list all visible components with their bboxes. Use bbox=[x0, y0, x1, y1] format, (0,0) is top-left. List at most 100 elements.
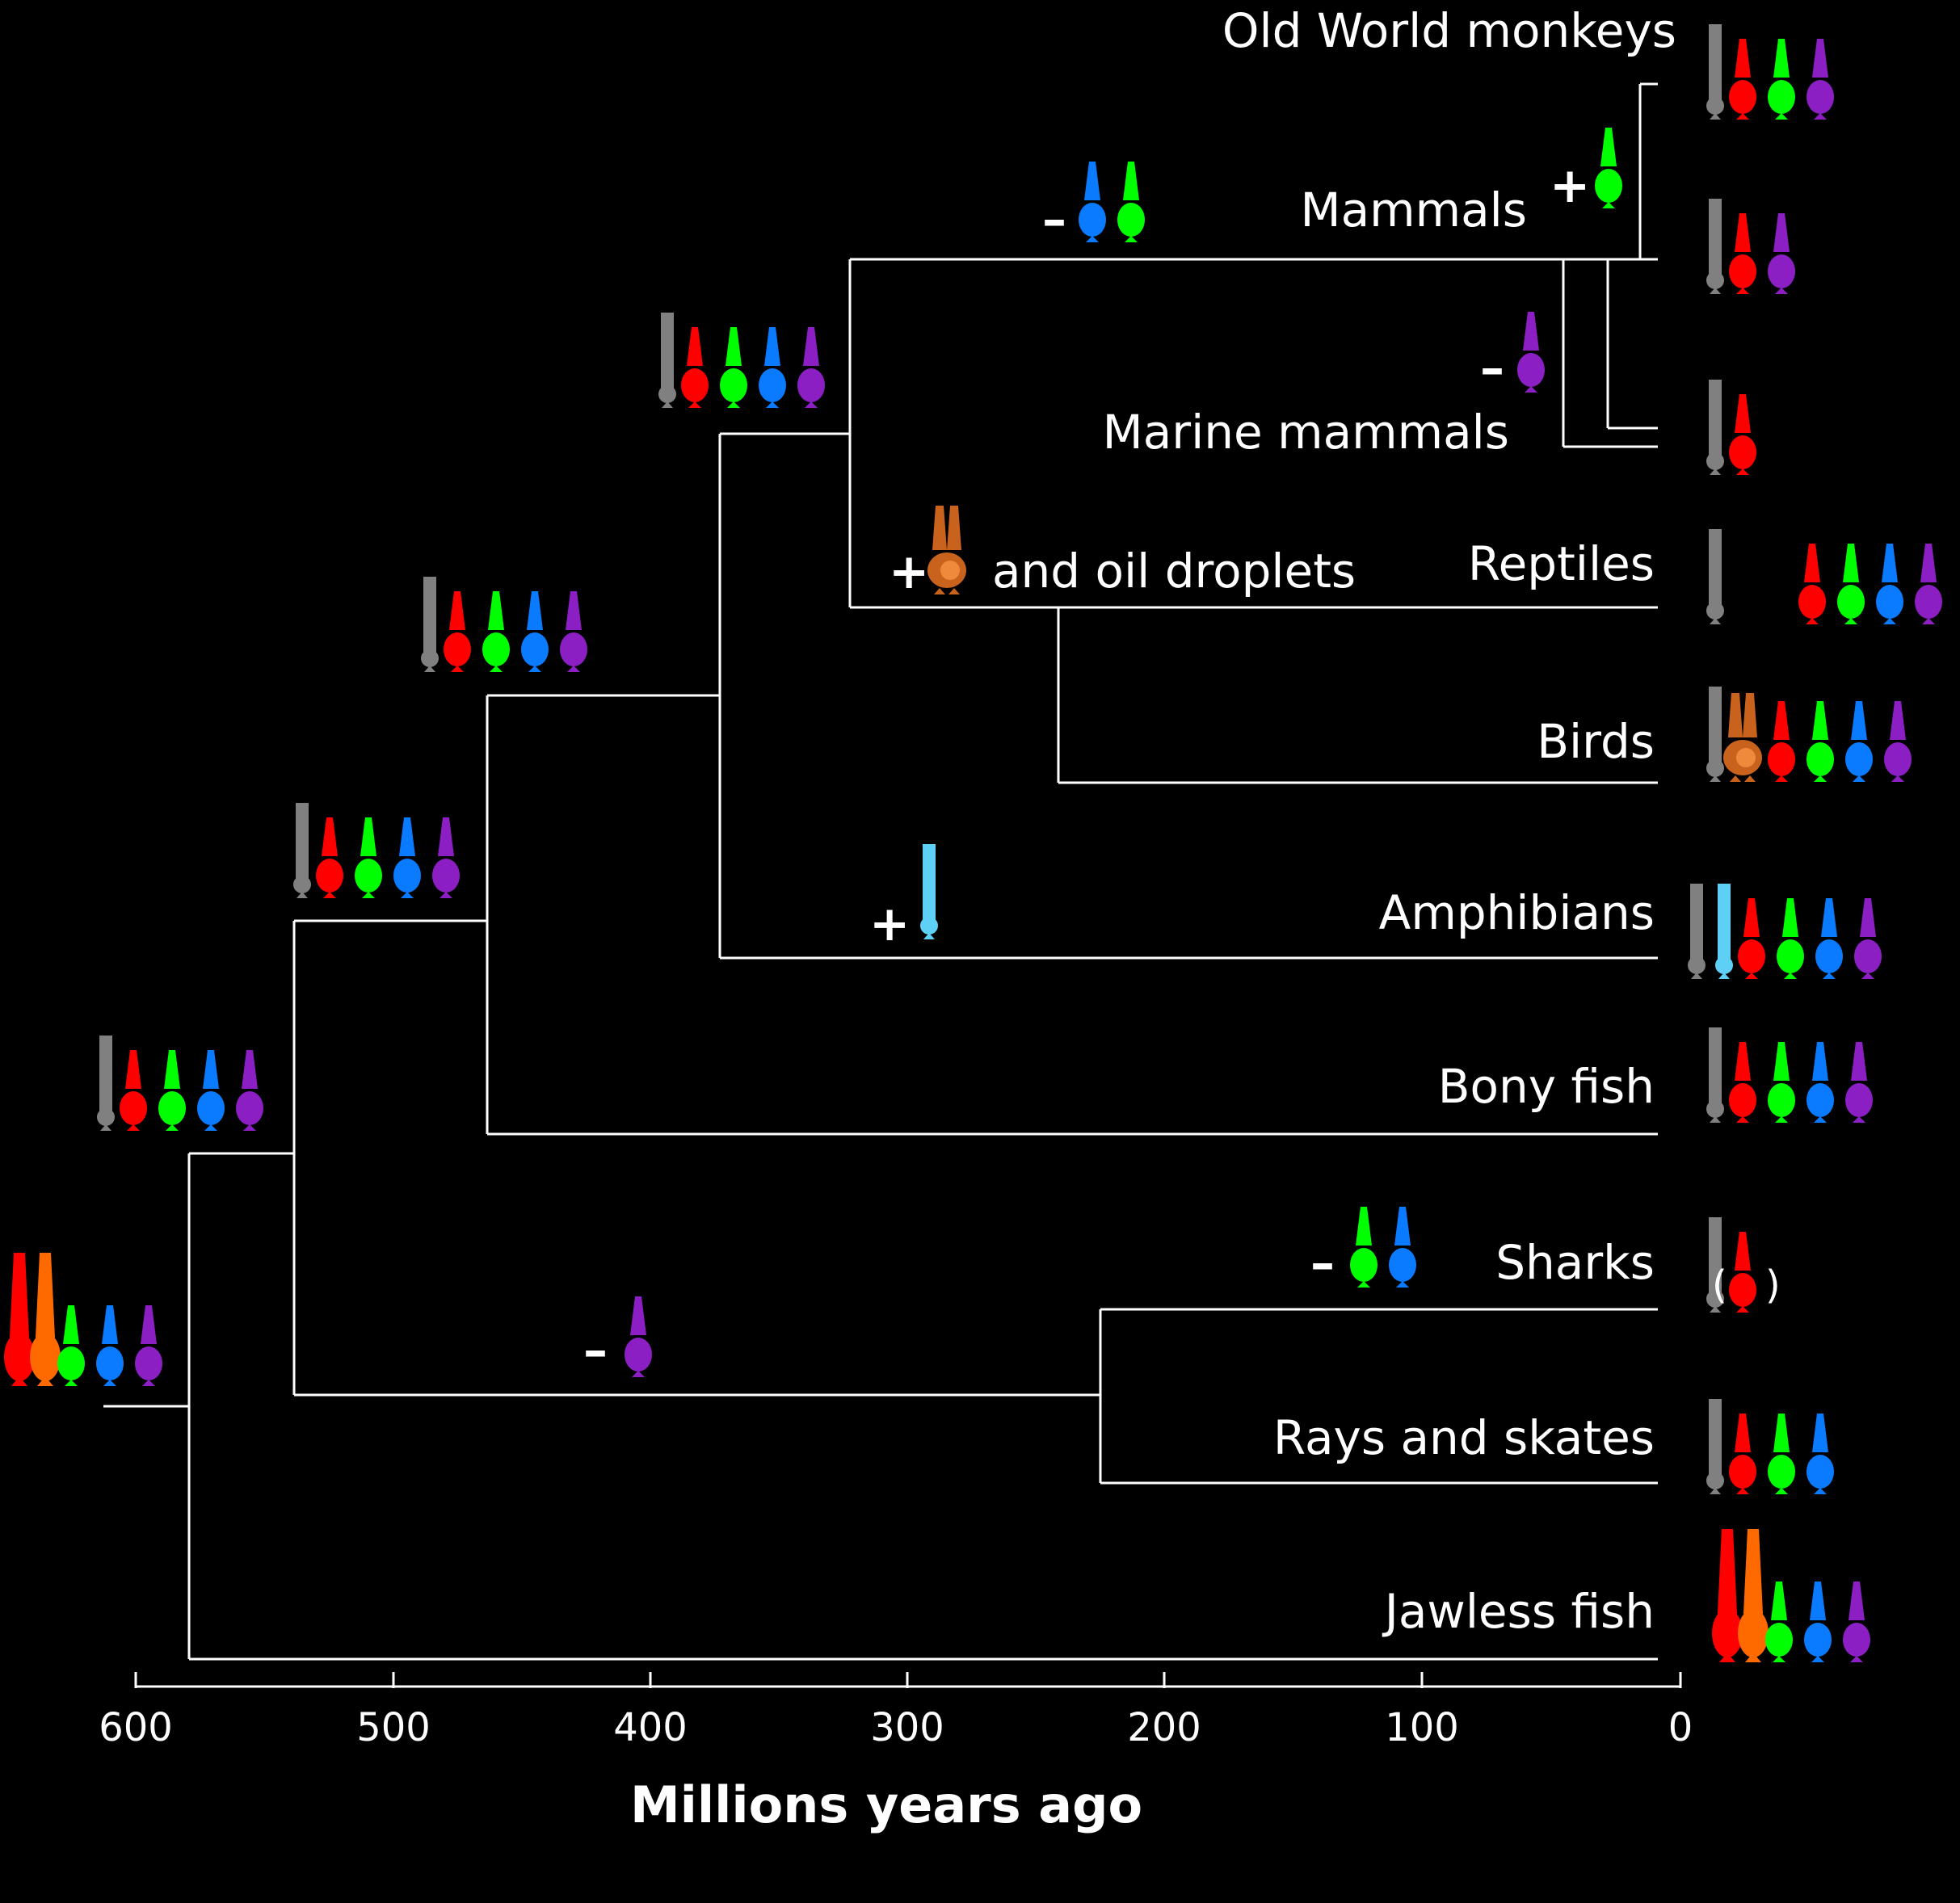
axis-tick-label-500: 500 bbox=[356, 1705, 431, 1750]
cone-photoreceptor bbox=[720, 327, 747, 408]
cone-photoreceptor bbox=[759, 327, 786, 408]
cone-photoreceptor bbox=[1806, 1414, 1834, 1494]
cone-photoreceptor bbox=[1729, 39, 1756, 120]
axis-tick-label-0: 0 bbox=[1668, 1705, 1693, 1750]
cone-photoreceptor bbox=[1729, 1042, 1756, 1123]
event-sign: + bbox=[889, 544, 929, 600]
cone-photoreceptor bbox=[1806, 1042, 1834, 1123]
double-cone-photoreceptor bbox=[927, 506, 966, 594]
taxon-photoreceptors-3 bbox=[1706, 529, 1942, 624]
cone-photoreceptor bbox=[1854, 898, 1882, 979]
cone-photoreceptor bbox=[1876, 544, 1903, 624]
event-2: – bbox=[1480, 312, 1545, 397]
cone-photoreceptor bbox=[482, 591, 510, 672]
cone-photoreceptor bbox=[1517, 312, 1545, 393]
rod-photoreceptor bbox=[1706, 380, 1724, 475]
cone-photoreceptor bbox=[1729, 1232, 1756, 1313]
cone-photoreceptor bbox=[1595, 128, 1622, 208]
event-sign: – bbox=[1310, 1235, 1335, 1292]
taxon-label-6: Bony fish bbox=[1438, 1059, 1655, 1114]
cone-photoreceptor bbox=[1798, 544, 1826, 624]
axis-tick-label-400: 400 bbox=[613, 1705, 688, 1750]
cone-photoreceptor bbox=[1884, 701, 1912, 782]
rod-photoreceptor bbox=[658, 313, 676, 408]
axis-title: Millions years ago bbox=[630, 1775, 1142, 1834]
taxon-label-3: Reptiles bbox=[1468, 536, 1655, 591]
cone-photoreceptor bbox=[1768, 39, 1795, 120]
rod-photoreceptor bbox=[1715, 884, 1733, 979]
cone-photoreceptor bbox=[1729, 1414, 1756, 1494]
gain-loss-events: – + – + and oil droplets + – – bbox=[583, 128, 1622, 1379]
axis-tick-label-600: 600 bbox=[99, 1705, 173, 1750]
rod-photoreceptor bbox=[97, 1036, 115, 1131]
rod-photoreceptor bbox=[1706, 199, 1724, 294]
ancestral-photoreceptors-root bbox=[4, 1253, 162, 1386]
taxon-label-8: Rays and skates bbox=[1273, 1410, 1655, 1465]
cone-photoreceptor bbox=[1804, 1582, 1832, 1662]
rod-photoreceptor bbox=[1706, 1399, 1724, 1494]
ancestral-photoreceptors-gnathostomes bbox=[97, 1036, 263, 1131]
cone-photoreceptor bbox=[1806, 39, 1834, 120]
cone-photoreceptor bbox=[1768, 1414, 1795, 1494]
cone-photoreceptor bbox=[1843, 1582, 1870, 1662]
cone-photoreceptor bbox=[1350, 1207, 1377, 1288]
large-cone-photoreceptor bbox=[1712, 1529, 1743, 1662]
cone-photoreceptor bbox=[96, 1305, 124, 1386]
cone-photoreceptor bbox=[1768, 1042, 1795, 1123]
taxon-photoreceptors-5 bbox=[1688, 884, 1882, 979]
rod-photoreceptor bbox=[1706, 1217, 1724, 1313]
cone-photoreceptor bbox=[1079, 162, 1106, 242]
ancestral-photoreceptors-tetrapods bbox=[421, 577, 587, 672]
cone-photoreceptor bbox=[355, 817, 382, 898]
taxon-label-4: Birds bbox=[1537, 714, 1655, 769]
rod-photoreceptor bbox=[1706, 1027, 1724, 1123]
taxon-labels: Old World monkeys Mammals Marine mammals Re… bbox=[1103, 3, 1676, 1639]
taxon-photoreceptors-2 bbox=[1706, 380, 1756, 475]
taxon-label-7: Sharks bbox=[1495, 1235, 1655, 1290]
rod-photoreceptor bbox=[1688, 884, 1706, 979]
svg-text:): ) bbox=[1765, 1262, 1781, 1308]
cone-photoreceptor bbox=[625, 1296, 652, 1377]
taxon-label-5: Amphibians bbox=[1379, 885, 1655, 940]
cone-photoreceptor bbox=[1729, 213, 1756, 294]
taxon-label-1: Mammals bbox=[1301, 183, 1527, 237]
photoreceptor-icons: () bbox=[4, 24, 1942, 1662]
cone-photoreceptor bbox=[158, 1050, 186, 1131]
time-axis: 600 500 400 300 200 100 0 Millions years ago bbox=[99, 1672, 1693, 1834]
cone-photoreceptor bbox=[316, 817, 343, 898]
cone-photoreceptor bbox=[1729, 394, 1756, 475]
cone-photoreceptor bbox=[1768, 213, 1795, 294]
axis-tick-label-200: 200 bbox=[1127, 1705, 1201, 1750]
event-sign: + bbox=[869, 896, 910, 952]
rod-photoreceptor bbox=[1706, 687, 1724, 782]
event-sign: – bbox=[1480, 340, 1504, 397]
cone-photoreceptor bbox=[1845, 701, 1873, 782]
double-cone-photoreceptor bbox=[1723, 693, 1762, 782]
event-sign: – bbox=[583, 1322, 608, 1379]
large-cone-photoreceptor bbox=[1738, 1529, 1769, 1662]
taxon-photoreceptors-7: () bbox=[1706, 1217, 1781, 1313]
cone-photoreceptor bbox=[1806, 701, 1834, 782]
cone-photoreceptor bbox=[197, 1050, 225, 1131]
event-sign: – bbox=[1042, 191, 1066, 248]
cone-photoreceptor bbox=[1117, 162, 1145, 242]
parenthesized-red-cone: () bbox=[1712, 1232, 1781, 1313]
tree-branches bbox=[103, 82, 1658, 1661]
taxon-photoreceptors-1 bbox=[1706, 199, 1795, 294]
taxon-photoreceptors-8 bbox=[1706, 1399, 1834, 1494]
cone-photoreceptor bbox=[1738, 898, 1765, 979]
cone-photoreceptor bbox=[1915, 544, 1942, 624]
svg-text:(: ( bbox=[1712, 1262, 1727, 1308]
event-note: and oil droplets bbox=[992, 544, 1356, 599]
cone-photoreceptor bbox=[120, 1050, 147, 1131]
taxon-photoreceptors-0 bbox=[1706, 24, 1834, 120]
cone-photoreceptor bbox=[1389, 1207, 1416, 1288]
cone-photoreceptor bbox=[432, 817, 460, 898]
taxon-photoreceptors-6 bbox=[1706, 1027, 1873, 1123]
large-cone-photoreceptor bbox=[4, 1253, 35, 1386]
event-5: – bbox=[1310, 1207, 1416, 1292]
cone-photoreceptor bbox=[444, 591, 471, 672]
cone-photoreceptor bbox=[797, 327, 825, 408]
